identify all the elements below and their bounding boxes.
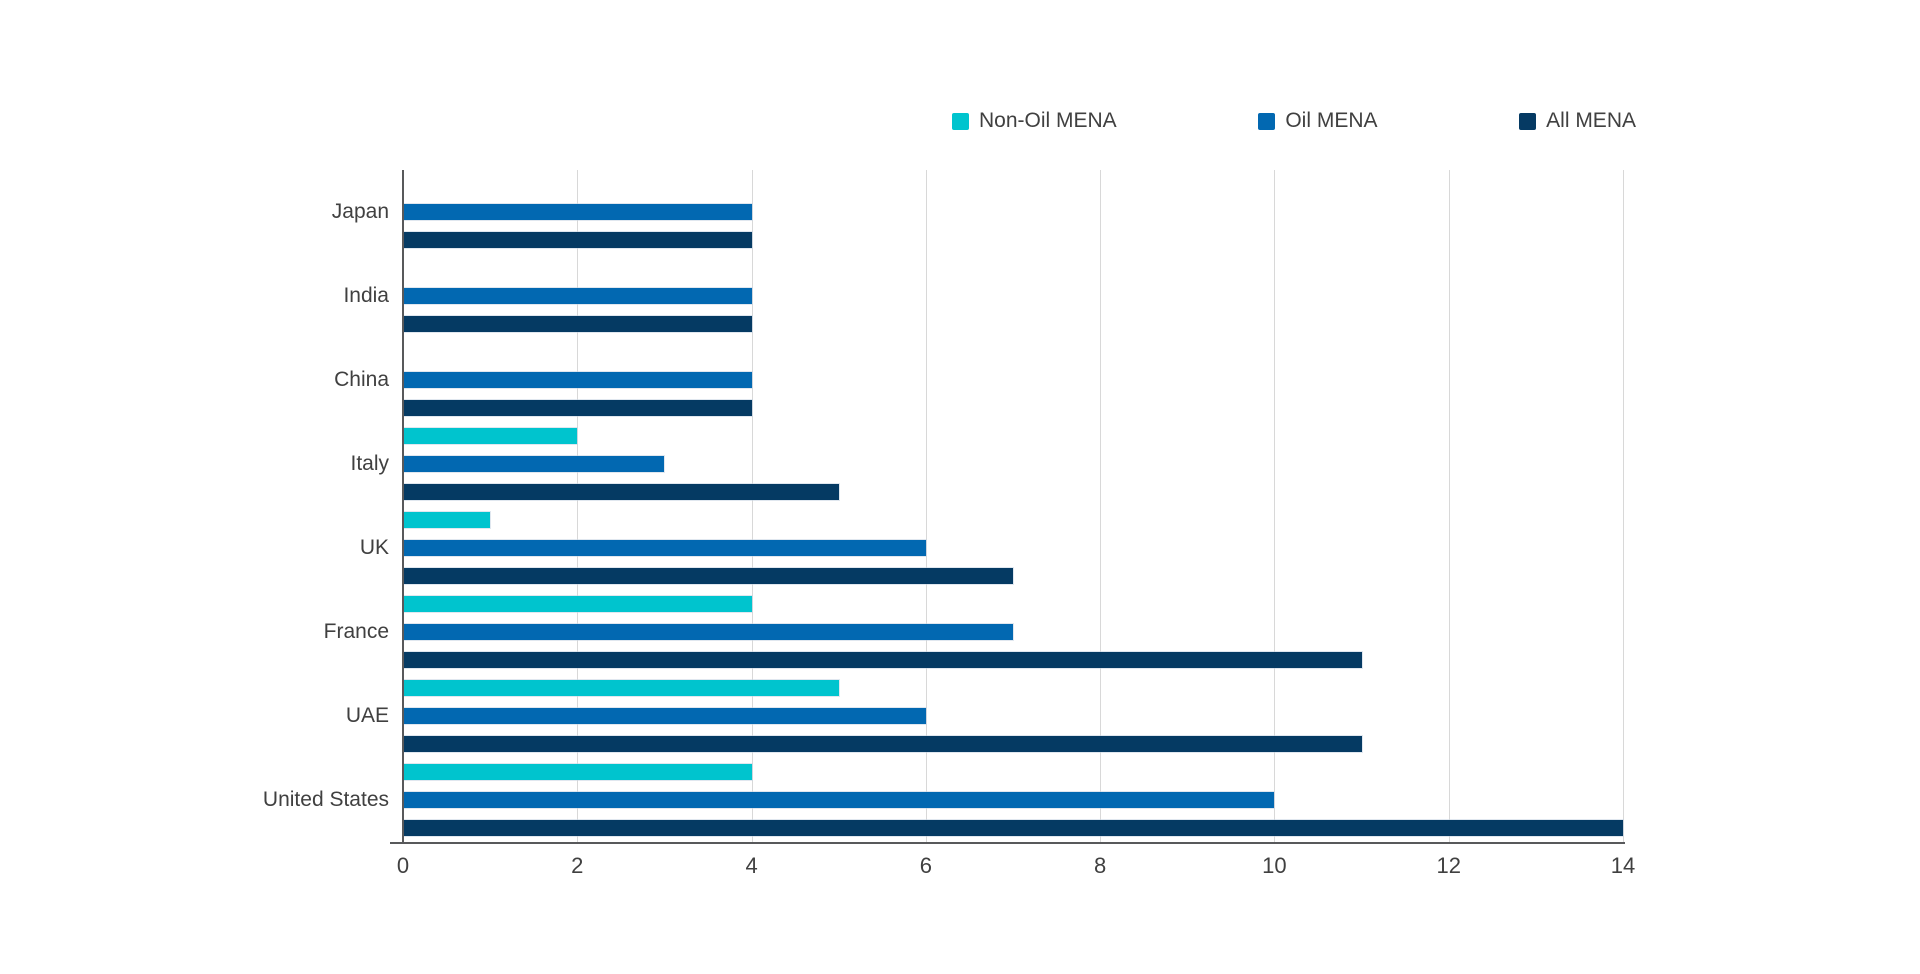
x-axis-line	[390, 842, 1625, 844]
legend-item-non-oil-mena[interactable]: Non-Oil MENA	[952, 109, 1117, 133]
plot-area: Japan India China Italy UK France UAE United St…	[263, 170, 1625, 844]
gridline-x-2	[577, 170, 579, 842]
legend-swatch-all-mena	[1519, 112, 1537, 130]
bar-all-mena[interactable]	[403, 400, 752, 416]
bar-slot	[403, 506, 1623, 534]
category-label: UAE	[345, 704, 389, 727]
x-tick-label-2: 2	[571, 853, 584, 878]
bar-slot	[403, 282, 1623, 310]
bar-oil-mena[interactable]	[403, 540, 926, 556]
gridline-x-10	[1274, 170, 1276, 842]
bar-non-oil-mena[interactable]	[403, 428, 578, 444]
bar-slot	[403, 758, 1623, 786]
bar-slot	[403, 730, 1623, 758]
bar-slot	[403, 226, 1623, 254]
category-label: China	[334, 368, 389, 391]
gridline-x-14	[1623, 170, 1624, 842]
bar-non-oil-mena[interactable]	[403, 764, 752, 780]
category-row-uk: UK	[360, 506, 1623, 590]
category-row-france: France	[324, 590, 1623, 674]
bar-slot	[403, 170, 1623, 198]
x-axis-tick-labels: 0 2 4 6 8 10 12 14	[397, 853, 1635, 881]
category-row-japan: Japan	[332, 170, 1623, 254]
bar-slot	[403, 450, 1623, 478]
gridline-x-8	[1100, 170, 1102, 842]
x-tick-label-10: 10	[1262, 853, 1287, 878]
category-label: India	[343, 284, 389, 307]
legend-swatch-non-oil-mena	[952, 112, 969, 130]
bar-all-mena[interactable]	[403, 484, 839, 500]
bar-non-oil-mena[interactable]	[403, 512, 491, 528]
bar-oil-mena[interactable]	[403, 372, 752, 388]
category-label: United States	[262, 788, 389, 811]
bar-slot	[403, 366, 1623, 394]
bar-oil-mena[interactable]	[403, 624, 1013, 640]
bar-oil-mena[interactable]	[403, 204, 752, 220]
bar-oil-mena[interactable]	[403, 708, 926, 724]
y-axis-line	[402, 170, 404, 842]
bar-slot	[403, 562, 1623, 590]
bar-slot	[403, 422, 1623, 450]
x-tick-label-8: 8	[1094, 853, 1107, 878]
x-tick-label-6: 6	[919, 853, 932, 878]
bar-slot	[403, 590, 1623, 618]
bar-slot	[403, 618, 1623, 646]
category-label: Italy	[350, 452, 389, 475]
legend-label-oil-mena: Oil MENA	[1285, 109, 1378, 132]
bar-non-oil-mena[interactable]	[403, 596, 752, 612]
bar-slot	[403, 702, 1623, 730]
bar-all-mena[interactable]	[403, 652, 1362, 668]
gridline-x-12	[1448, 170, 1450, 842]
x-tick-label-12: 12	[1436, 853, 1461, 878]
bar-slot	[403, 534, 1623, 562]
x-tick-label-14: 14	[1610, 853, 1636, 878]
x-tick-label-0: 0	[396, 853, 410, 878]
gridline-x-4	[751, 170, 753, 842]
category-row-united-states: United States	[263, 758, 1623, 842]
category-label: UK	[359, 536, 389, 559]
bar-slot	[403, 254, 1623, 282]
bar-slot	[403, 310, 1623, 338]
bar-slot	[403, 478, 1623, 506]
bar-non-oil-mena[interactable]	[403, 680, 839, 696]
legend: Non-Oil MENA Oil MENA All MENA	[952, 109, 1636, 133]
bar-slot	[403, 814, 1623, 842]
bar-slot	[403, 674, 1623, 702]
legend-item-oil-mena[interactable]: Oil MENA	[1258, 109, 1378, 133]
legend-label-all-mena: All MENA	[1546, 109, 1636, 132]
bar-all-mena[interactable]	[403, 736, 1362, 752]
bar-slot	[403, 786, 1623, 814]
category-row-italy: Italy	[350, 422, 1623, 506]
bar-slot	[403, 646, 1623, 674]
bar-oil-mena[interactable]	[403, 792, 1275, 808]
legend-item-all-mena[interactable]: All MENA	[1519, 109, 1636, 133]
gridline-x-6	[925, 170, 927, 842]
category-row-uae: UAE	[346, 674, 1623, 758]
bar-slot	[403, 198, 1623, 226]
x-tick-label-4: 4	[745, 853, 758, 878]
bar-all-mena[interactable]	[403, 316, 752, 332]
category-row-china: China	[334, 338, 1623, 422]
bar-slot	[403, 338, 1623, 366]
legend-swatch-oil-mena	[1258, 112, 1276, 130]
legend-label-non-oil-mena: Non-Oil MENA	[979, 109, 1117, 132]
bar-slot	[403, 394, 1623, 422]
category-label: Japan	[331, 200, 389, 223]
bar-all-mena[interactable]	[403, 820, 1623, 836]
bar-oil-mena[interactable]	[403, 288, 752, 304]
bar-all-mena[interactable]	[403, 232, 752, 248]
bar-all-mena[interactable]	[403, 568, 1013, 584]
category-row-india: India	[343, 254, 1623, 338]
category-label: France	[323, 620, 389, 643]
bar-oil-mena[interactable]	[403, 456, 665, 472]
